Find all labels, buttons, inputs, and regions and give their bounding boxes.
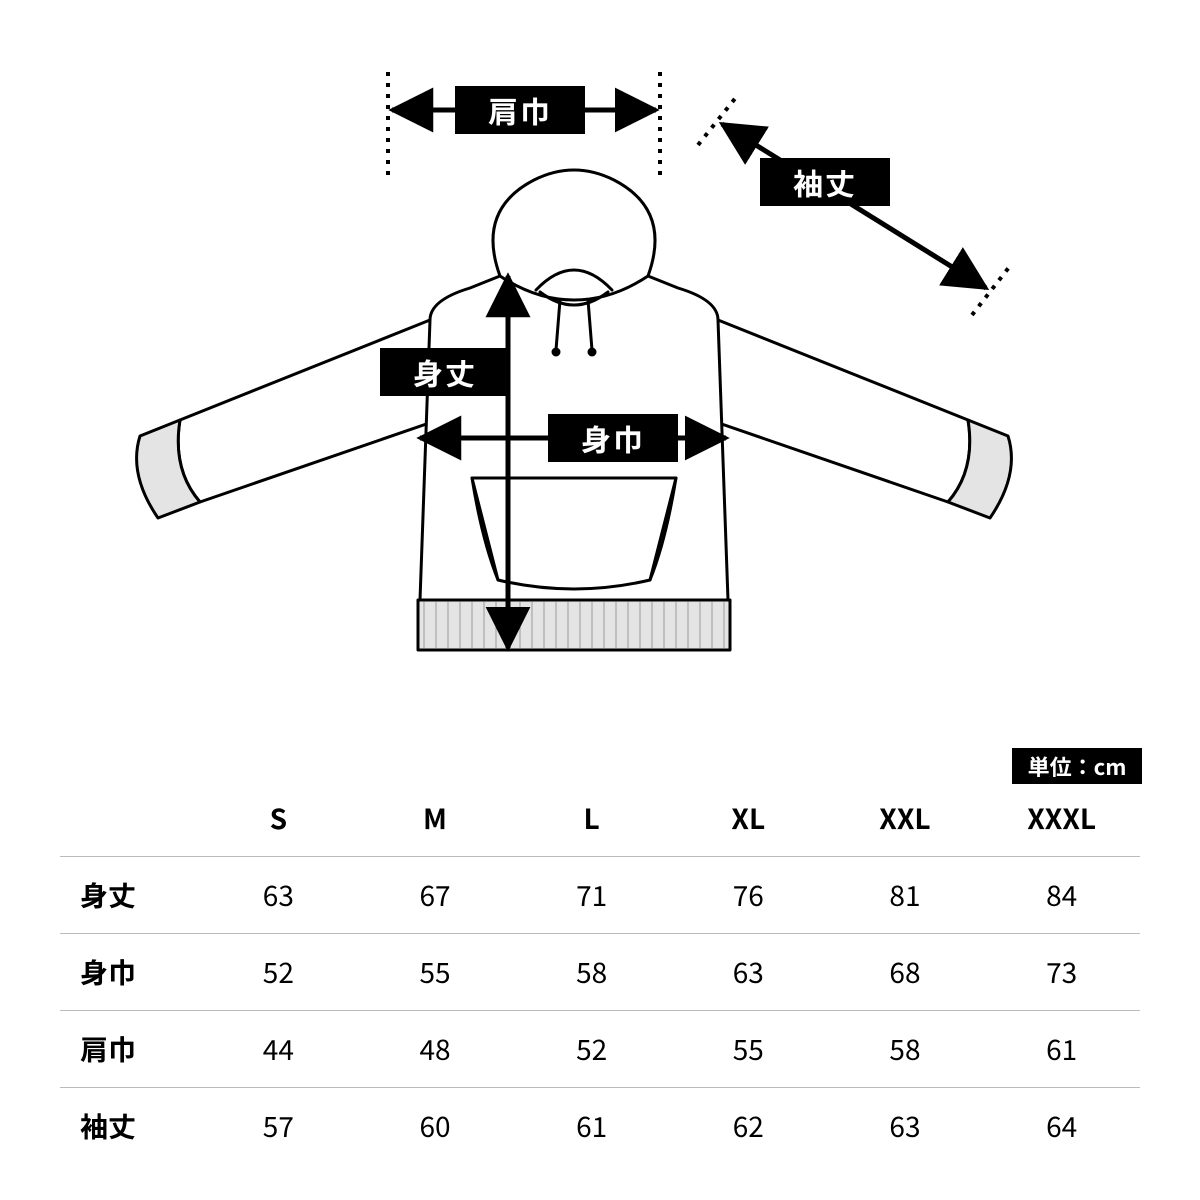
row-label: 身丈 bbox=[60, 857, 200, 934]
table-row: 身丈 63 67 71 76 81 84 bbox=[60, 857, 1140, 934]
col-XL: XL bbox=[670, 780, 827, 857]
size-table-element: S M L XL XXL XXXL 身丈 63 67 71 76 81 84 身… bbox=[60, 780, 1140, 1164]
table-row: 袖丈 57 60 61 62 63 64 bbox=[60, 1088, 1140, 1165]
col-XXXL: XXXL bbox=[983, 780, 1140, 857]
table-row: 身巾 52 55 58 63 68 73 bbox=[60, 934, 1140, 1011]
measurement-diagram: 肩巾 袖丈 身丈 身巾 bbox=[0, 0, 1200, 720]
label-shoulder: 肩巾 bbox=[455, 86, 585, 134]
unit-label: 単位：cm bbox=[1012, 748, 1142, 784]
hoodie-svg bbox=[0, 0, 1200, 720]
col-L: L bbox=[513, 780, 670, 857]
label-width: 身巾 bbox=[548, 414, 678, 462]
row-label: 肩巾 bbox=[60, 1011, 200, 1088]
table-header-row: S M L XL XXL XXXL bbox=[60, 780, 1140, 857]
col-XXL: XXL bbox=[827, 780, 984, 857]
row-label: 身巾 bbox=[60, 934, 200, 1011]
label-length: 身丈 bbox=[380, 348, 510, 396]
size-table: S M L XL XXL XXXL 身丈 63 67 71 76 81 84 身… bbox=[60, 780, 1140, 1164]
label-sleeve: 袖丈 bbox=[760, 158, 890, 206]
row-label: 袖丈 bbox=[60, 1088, 200, 1165]
col-M: M bbox=[357, 780, 514, 857]
table-row: 肩巾 44 48 52 55 58 61 bbox=[60, 1011, 1140, 1088]
col-S: S bbox=[200, 780, 357, 857]
